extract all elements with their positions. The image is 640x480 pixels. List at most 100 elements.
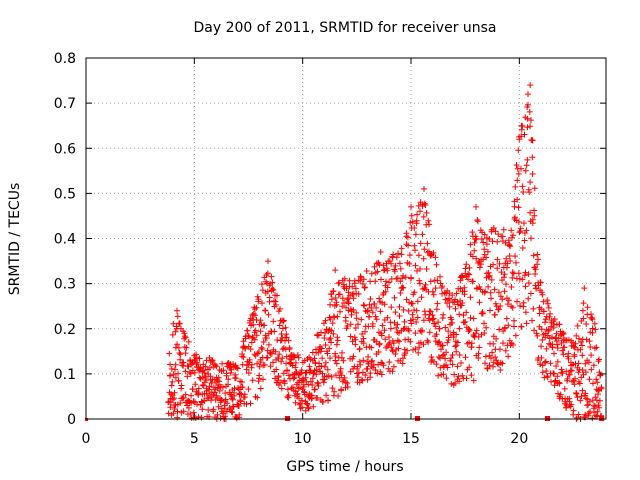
data-point bbox=[359, 377, 366, 384]
data-point bbox=[505, 322, 512, 329]
data-point bbox=[342, 318, 349, 324]
data-point bbox=[314, 395, 321, 401]
data-point bbox=[572, 375, 578, 382]
data-point bbox=[206, 364, 213, 371]
data-point bbox=[427, 308, 434, 315]
data-point bbox=[192, 415, 199, 421]
data-point bbox=[429, 316, 436, 323]
data-point bbox=[430, 315, 437, 322]
data-point bbox=[586, 338, 593, 345]
data-point bbox=[339, 303, 346, 310]
data-point bbox=[463, 375, 470, 382]
data-point bbox=[414, 314, 421, 321]
data-point bbox=[345, 300, 352, 307]
data-point bbox=[172, 328, 179, 335]
data-point bbox=[211, 389, 218, 396]
data-point bbox=[512, 253, 518, 260]
data-point bbox=[502, 324, 508, 331]
data-point bbox=[412, 330, 419, 337]
data-point bbox=[518, 323, 525, 330]
data-point bbox=[519, 245, 526, 251]
data-point bbox=[245, 386, 252, 393]
data-point bbox=[360, 276, 367, 283]
data-point bbox=[341, 281, 347, 288]
data-point bbox=[459, 300, 466, 306]
data-point bbox=[490, 261, 497, 268]
data-point bbox=[253, 332, 260, 339]
data-point bbox=[544, 300, 551, 307]
data-point bbox=[180, 394, 187, 401]
data-point bbox=[525, 101, 531, 108]
data-point bbox=[254, 350, 261, 357]
data-point bbox=[339, 349, 345, 356]
data-point bbox=[250, 310, 257, 317]
data-point bbox=[433, 361, 440, 368]
data-point bbox=[430, 249, 437, 256]
data-point bbox=[309, 382, 316, 388]
data-point bbox=[505, 353, 512, 360]
data-point bbox=[482, 360, 488, 367]
data-point bbox=[304, 401, 311, 408]
data-point bbox=[534, 261, 541, 268]
data-point bbox=[404, 234, 411, 241]
data-point bbox=[461, 288, 468, 295]
data-point bbox=[254, 394, 261, 401]
data-point bbox=[280, 318, 287, 325]
data-point bbox=[532, 271, 539, 277]
data-point bbox=[550, 324, 557, 331]
data-point bbox=[586, 359, 592, 366]
data-point bbox=[201, 370, 208, 376]
data-point bbox=[247, 346, 254, 353]
data-point bbox=[183, 344, 190, 351]
data-point bbox=[343, 285, 350, 292]
data-point bbox=[425, 217, 432, 224]
data-point bbox=[306, 363, 313, 370]
data-point bbox=[438, 346, 444, 353]
data-point bbox=[475, 260, 482, 266]
data-point bbox=[398, 251, 405, 258]
data-point bbox=[549, 344, 556, 351]
data-point bbox=[170, 320, 177, 327]
data-point bbox=[538, 354, 545, 361]
data-point bbox=[446, 297, 453, 304]
data-point bbox=[188, 392, 195, 399]
data-point bbox=[416, 277, 423, 284]
data-point bbox=[444, 339, 451, 346]
data-point bbox=[426, 221, 433, 228]
data-point bbox=[410, 316, 416, 323]
data-point bbox=[381, 301, 388, 308]
y-tick-label: 0.1 bbox=[54, 367, 76, 383]
data-point bbox=[439, 342, 446, 349]
data-point bbox=[553, 330, 560, 337]
data-point bbox=[276, 351, 283, 358]
data-point bbox=[494, 238, 501, 245]
data-point bbox=[555, 335, 562, 342]
data-point bbox=[542, 358, 549, 365]
data-point bbox=[515, 219, 522, 225]
data-point bbox=[418, 328, 425, 335]
data-point bbox=[376, 295, 383, 302]
data-point bbox=[560, 351, 567, 358]
data-point bbox=[412, 346, 419, 352]
data-point bbox=[485, 269, 492, 276]
data-point bbox=[328, 339, 335, 346]
data-point bbox=[174, 408, 181, 415]
data-point bbox=[596, 369, 603, 376]
data-point bbox=[257, 359, 264, 365]
data-point bbox=[508, 227, 515, 234]
data-point bbox=[318, 363, 325, 369]
data-point bbox=[397, 265, 404, 272]
data-point bbox=[497, 367, 504, 373]
data-point bbox=[456, 311, 463, 318]
data-point bbox=[511, 323, 517, 330]
data-point bbox=[508, 284, 515, 290]
data-point bbox=[415, 252, 422, 259]
data-point bbox=[169, 331, 176, 338]
data-point bbox=[326, 345, 333, 352]
data-point bbox=[199, 406, 206, 413]
data-point bbox=[531, 327, 537, 334]
data-point bbox=[452, 305, 459, 312]
data-point bbox=[556, 321, 563, 328]
data-point bbox=[390, 363, 397, 370]
data-point bbox=[240, 354, 247, 361]
